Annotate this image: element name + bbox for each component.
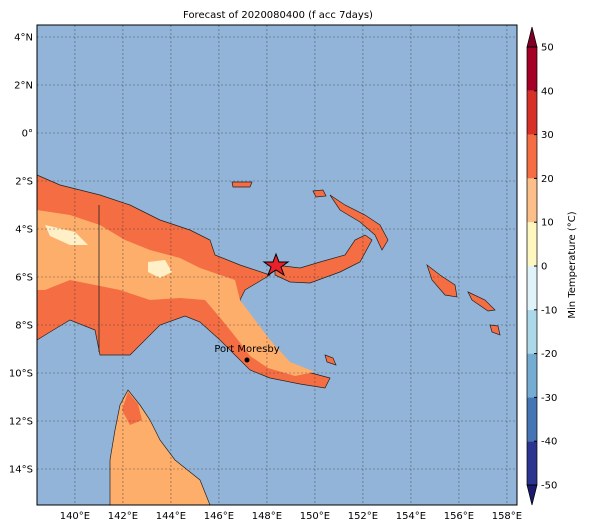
colorbar-band [527,266,537,310]
island [489,324,501,336]
y-tick-label: 8°S [15,321,33,332]
colorbar-tick-label: 10 [541,218,554,229]
y-tick-label: 10°S [9,369,33,380]
colorbar-extend-bottom [526,484,538,506]
colorbar-label: Min Temperature (°C) [567,211,578,318]
colorbar-band [527,441,537,485]
new-britain [274,234,373,284]
colorbar-band [527,397,537,442]
map-frame [36,24,518,506]
colorbar-band [527,309,537,354]
new-guinea-light [148,260,172,278]
colorbar-tick-label: -50 [541,481,557,492]
grid: 140°E 142°E 144°E 146°E 148°E 150°E 152°E 154°E… [9,25,522,522]
x-tick-label: 146°E [204,511,234,522]
y-tick-label: 12°S [9,417,33,428]
colorbar-tick-label: -40 [541,437,557,448]
y-tick-label: 2°S [15,177,33,188]
colorbar-tick-label: 0 [541,262,547,273]
colorbar-tick-label: 20 [541,174,554,185]
colorbar-band [527,134,537,179]
island [231,181,253,188]
island [467,291,496,312]
place-label: Port Moresby [214,344,279,355]
colorbar-tick-label: 40 [541,86,554,97]
bougainville [426,264,458,298]
colorbar-tick-label: -30 [541,393,557,404]
new-ireland [329,194,389,251]
colorbar: -50 -40 -30 -20 -10 0 10 20 30 40 50 [526,26,557,506]
colorbar-extend-top [526,26,538,48]
y-tick-label: 2°N [14,81,33,92]
colorbar-band [527,178,537,223]
colorbar-tick-label: 30 [541,130,554,141]
y-tick-label: 0° [22,129,33,140]
x-tick-label: 142°E [108,511,138,522]
x-tick-label: 150°E [300,511,330,522]
island [324,354,337,366]
x-tick-label: 144°E [156,511,186,522]
x-tick-label: 158°E [492,511,522,522]
y-tick-label: 14°S [9,465,33,476]
colorbar-tick-label: -20 [541,349,557,360]
x-tick-label: 152°E [348,511,378,522]
y-tick-label: 6°S [15,273,33,284]
title: Forecast of 2020080400 (f acc 7days) [183,10,373,21]
cape-york-top [122,392,142,425]
y-tick-label: 4°N [14,33,33,44]
x-tick-label: 154°E [396,511,426,522]
new-guinea-inner [37,210,315,376]
x-tick-label: 156°E [444,511,474,522]
x-tick-label: 148°E [252,511,282,522]
colorbar-tick-label: -10 [541,305,557,316]
map: Port Moresby [36,25,517,506]
colorbar-band [527,90,537,135]
colorbar-band [527,353,537,398]
colorbar-band [527,222,537,266]
x-tick-label: 140°E [60,511,90,522]
y-tick-label: 4°S [15,225,33,236]
city-dot [244,357,250,363]
colorbar-tick-label: 50 [541,43,554,54]
colorbar-band [527,47,537,91]
new-guinea-light [45,225,88,245]
